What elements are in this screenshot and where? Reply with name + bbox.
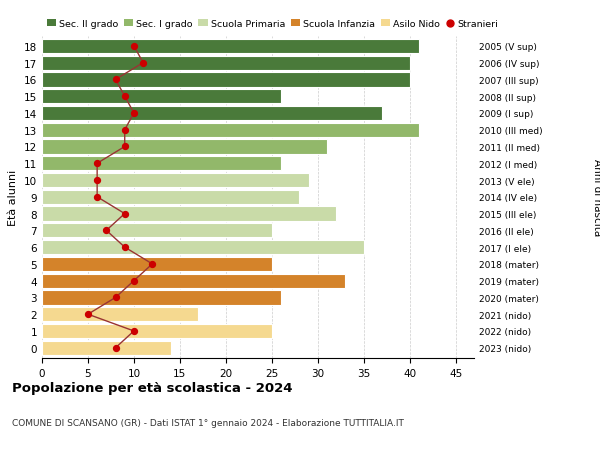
Point — [129, 328, 139, 335]
Y-axis label: Età alunni: Età alunni — [8, 169, 19, 225]
Bar — [42, 274, 346, 288]
Point — [92, 160, 102, 168]
Bar — [42, 157, 281, 171]
Bar — [42, 207, 336, 221]
Point — [111, 294, 121, 302]
Point — [111, 344, 121, 352]
Bar — [42, 241, 364, 255]
Point — [148, 261, 157, 268]
Bar — [42, 90, 281, 104]
Text: Anni di nascita: Anni di nascita — [592, 159, 600, 236]
Point — [120, 127, 130, 134]
Point — [92, 177, 102, 185]
Legend: Sec. II grado, Sec. I grado, Scuola Primaria, Scuola Infanzia, Asilo Nido, Stran: Sec. II grado, Sec. I grado, Scuola Prim… — [47, 20, 499, 29]
Bar — [42, 106, 382, 121]
Bar — [42, 56, 410, 71]
Bar — [42, 257, 272, 271]
Point — [83, 311, 93, 318]
Point — [120, 244, 130, 251]
Text: COMUNE DI SCANSANO (GR) - Dati ISTAT 1° gennaio 2024 - Elaborazione TUTTITALIA.I: COMUNE DI SCANSANO (GR) - Dati ISTAT 1° … — [12, 418, 404, 427]
Text: Popolazione per età scolastica - 2024: Popolazione per età scolastica - 2024 — [12, 381, 293, 394]
Point — [120, 210, 130, 218]
Bar — [42, 291, 281, 305]
Bar — [42, 308, 198, 322]
Point — [129, 277, 139, 285]
Bar — [42, 324, 272, 338]
Bar — [42, 123, 419, 138]
Point — [129, 110, 139, 118]
Bar — [42, 190, 299, 204]
Point — [101, 227, 111, 235]
Bar — [42, 224, 272, 238]
Bar — [42, 73, 410, 87]
Point — [120, 93, 130, 101]
Point — [120, 144, 130, 151]
Point — [129, 43, 139, 50]
Point — [139, 60, 148, 67]
Point — [111, 77, 121, 84]
Bar — [42, 174, 308, 188]
Bar — [42, 140, 327, 154]
Bar — [42, 39, 419, 54]
Bar — [42, 341, 170, 355]
Point — [92, 194, 102, 201]
